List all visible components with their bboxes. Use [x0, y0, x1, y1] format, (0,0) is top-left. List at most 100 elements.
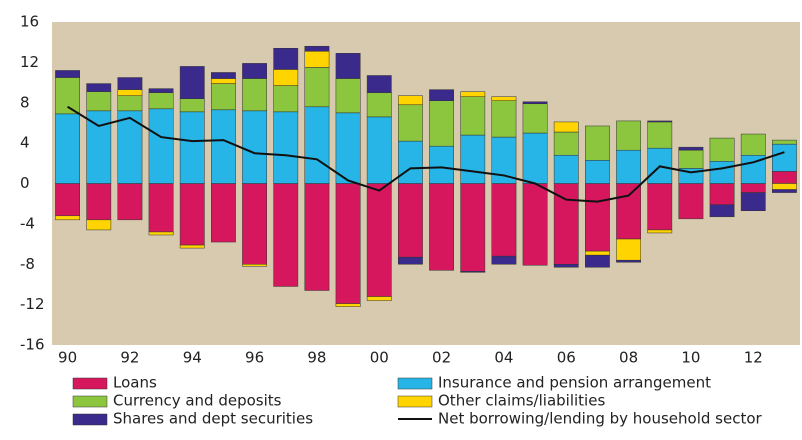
bar-segment [117, 183, 143, 221]
bar-segment [86, 83, 112, 92]
bar-segment [148, 92, 174, 110]
bar-segment [491, 183, 517, 257]
legend-label: Loans [113, 374, 157, 392]
bar-segment [616, 183, 641, 240]
y-tick-label: 12 [20, 53, 39, 71]
x-tick-label: 04 [494, 349, 513, 367]
bar-segment [429, 145, 454, 184]
bar-segment [460, 183, 486, 272]
bar-segment [148, 183, 174, 233]
plot-background [52, 22, 800, 345]
x-tick-label: 94 [183, 349, 202, 367]
bar-segment [585, 160, 610, 184]
x-tick-label: 98 [307, 349, 326, 367]
bar-segment [616, 120, 641, 151]
x-tick-label: 06 [557, 349, 576, 367]
bar-segment [709, 161, 735, 184]
bar-segment [304, 67, 330, 108]
bar-segment [522, 183, 548, 266]
bar-segment [522, 132, 548, 184]
bar-segment [740, 133, 766, 156]
bar-segment [647, 120, 673, 123]
bar-segment [647, 121, 673, 149]
legend-label: Other claims/liabilities [438, 392, 605, 410]
x-tick-label: 90 [58, 349, 77, 367]
bar-segment [211, 109, 236, 184]
bar-segment [429, 100, 454, 147]
bar-segment [273, 183, 299, 287]
bar-segment [273, 85, 299, 113]
bar-segment [55, 183, 80, 217]
bar-segment [709, 204, 735, 218]
bar-segment [429, 183, 454, 271]
bar-segment [553, 264, 579, 268]
legend-label: Insurance and pension arrangement [438, 374, 711, 392]
bar-segment [242, 264, 267, 267]
bar-segment [117, 110, 143, 184]
y-tick-label: -8 [20, 255, 35, 273]
bar-segment [585, 125, 610, 161]
bar-segment [460, 96, 486, 136]
x-tick-label: 96 [245, 349, 264, 367]
bar-segment [242, 78, 267, 112]
bar-segment [148, 231, 174, 236]
bar-segment [491, 96, 517, 101]
bar-segment [491, 100, 517, 138]
bar-segment [55, 215, 80, 221]
bar-segment [772, 189, 797, 193]
bar-segment [616, 149, 641, 184]
x-tick-label: 08 [619, 349, 638, 367]
bar-segment [491, 136, 517, 184]
bar-segment [772, 143, 797, 172]
bar-segment [366, 183, 392, 297]
bar-segment [553, 121, 579, 133]
bar-segment [211, 78, 236, 84]
legend-swatch [72, 377, 108, 390]
bar-segment [117, 77, 143, 90]
bar-segment [398, 183, 423, 258]
bar-segment [179, 98, 205, 113]
bar-segment [553, 131, 579, 156]
bar-segment [709, 183, 735, 205]
bar-segment [179, 183, 205, 246]
y-tick-label: -12 [20, 295, 45, 313]
legend-label: Shares and dept securities [113, 410, 313, 428]
bar-segment [148, 88, 174, 93]
net-line [67, 105, 785, 203]
y-tick-label: -4 [20, 214, 35, 232]
bar-segment [273, 69, 299, 86]
bar-segment [772, 183, 797, 190]
bar-segment [211, 72, 236, 79]
bar-segment [335, 183, 361, 304]
bar-segment [179, 244, 205, 249]
bar-segment [273, 111, 299, 184]
bar-segment [460, 271, 486, 273]
legend-swatch [72, 413, 108, 426]
bar-segment [398, 140, 423, 184]
bar-segment [86, 183, 112, 221]
bar-segment [86, 219, 112, 231]
y-tick-label: 4 [20, 134, 30, 152]
bar-segment [55, 77, 80, 115]
bar-segment [335, 112, 361, 184]
bar-segment [585, 183, 610, 252]
x-tick-label: 02 [432, 349, 451, 367]
legend-label: Currency and deposits [113, 392, 282, 410]
y-tick-label: 8 [20, 93, 30, 111]
bar-segment [55, 113, 80, 184]
bar-segment [366, 92, 392, 118]
bar-segment [522, 103, 548, 134]
bar-segment [211, 83, 236, 111]
bar-segment [242, 183, 267, 265]
x-tick-label: 12 [744, 349, 763, 367]
bar-segment [740, 183, 766, 193]
bar-segment [429, 89, 454, 101]
bar-segment [366, 116, 392, 184]
bar-segment [335, 78, 361, 114]
bar-segment [117, 89, 143, 96]
bar-segment [678, 183, 704, 220]
bar-segment [585, 254, 610, 268]
bar-segment [211, 183, 236, 243]
x-tick-label: 10 [681, 349, 700, 367]
